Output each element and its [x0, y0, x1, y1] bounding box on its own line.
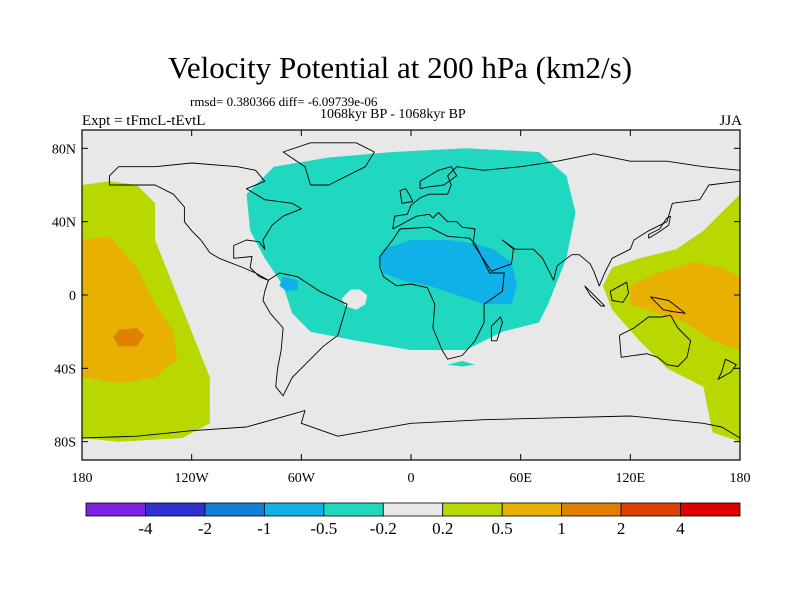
- negative-region-north-africa: [378, 240, 517, 305]
- lon-tick-label: 180: [72, 471, 93, 486]
- coastline-north-america: [108, 162, 302, 281]
- colorbar-swatch: [620, 502, 681, 517]
- colorbar-label: 0.5: [492, 519, 513, 538]
- coastline-eurasia: [392, 153, 740, 287]
- experiment-label: Expt = tFmcL-tEvtL: [82, 113, 206, 129]
- coastline-australia: [618, 314, 692, 367]
- lat-tick-label: 40S: [54, 362, 76, 377]
- colorbar-label: 4: [676, 519, 685, 538]
- coastline-new-guinea: [650, 296, 686, 314]
- colorbar-label: -4: [138, 519, 153, 538]
- colorbar-swatch: [263, 502, 325, 517]
- lat-tick-label: 80N: [52, 142, 76, 157]
- positive-region-pacific-inner: [82, 236, 177, 383]
- chart-title: Velocity Potential at 200 hPa (km2/s): [167, 50, 633, 85]
- coastline-new-zealand: [717, 358, 737, 380]
- field-regions: [82, 148, 740, 442]
- colorbar-swatch: [323, 502, 384, 517]
- colorbar-label: -0.2: [370, 519, 397, 538]
- colorbar-swatch: [382, 502, 444, 517]
- coastline-madagascar: [490, 316, 503, 342]
- lat-axis: 80N 40N 0 40S 80S: [52, 142, 740, 451]
- coastline-greenland: [282, 142, 375, 186]
- coastline-south-america: [262, 272, 348, 397]
- colorbar-swatch: [85, 502, 146, 517]
- colorbar-label: 0.2: [432, 519, 453, 538]
- positive-region-indo-pacific-inner: [630, 262, 740, 350]
- season-label: JJA: [719, 113, 742, 129]
- colorbar-label: -1: [257, 519, 271, 538]
- lon-tick-label: 0: [408, 471, 415, 486]
- colorbar-swatch: [680, 502, 741, 517]
- coastline-antarctica: [82, 410, 740, 439]
- colorbar-swatch: [145, 502, 206, 517]
- colorbar-label: -0.5: [310, 519, 337, 538]
- negative-region-west-atlantic: [279, 276, 298, 292]
- period-line: 1068kyr BP - 1068kyr BP: [320, 107, 466, 122]
- coastline-japan: [648, 215, 671, 239]
- lon-tick-label: 120W: [175, 471, 210, 486]
- lon-tick-label: 60W: [288, 471, 316, 486]
- stats-line: rmsd= 0.380366 diff= -6.09739e-06: [190, 94, 378, 109]
- colorbar-swatch: [204, 502, 265, 517]
- coastlines: [82, 142, 740, 439]
- lon-axis: 180 120W 60W 0 60E 120E 180: [72, 130, 751, 486]
- coastline-sumatra: [584, 285, 606, 307]
- neutral-hole-atlantic: [341, 289, 368, 310]
- colorbar-label: -2: [198, 519, 212, 538]
- lat-tick-label: 40N: [52, 216, 76, 231]
- lat-tick-label: 0: [69, 289, 76, 304]
- colorbar-swatch: [561, 502, 622, 517]
- colorbar-label: 2: [617, 519, 626, 538]
- coastline-borneo: [609, 281, 629, 303]
- lon-tick-label: 120E: [616, 471, 646, 486]
- coastline-africa: [379, 226, 505, 360]
- lon-tick-label: 180: [730, 471, 751, 486]
- positive-region-pacific-core: [113, 328, 145, 347]
- coastline-britain: [399, 188, 414, 204]
- lon-tick-label: 60E: [509, 471, 532, 486]
- lat-tick-label: 80S: [54, 436, 76, 451]
- colorbar-swatch: [442, 502, 503, 517]
- coastline-scandinavia: [419, 166, 458, 190]
- colorbar: -4 -2 -1 -0.5 -0.2 0.2 0.5 1 2 4: [85, 502, 741, 538]
- colorbar-label: 1: [557, 519, 566, 538]
- positive-region-indo-pacific: [602, 194, 740, 442]
- colorbar-swatch: [501, 502, 563, 517]
- negative-blob-south-atlantic: [447, 361, 475, 367]
